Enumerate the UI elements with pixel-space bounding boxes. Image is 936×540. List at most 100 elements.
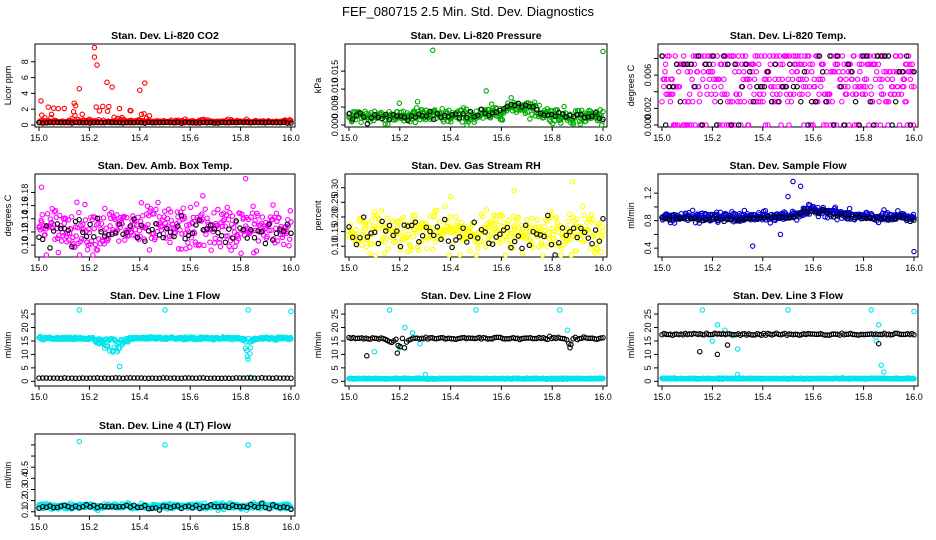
data-point [874, 53, 881, 59]
data-point [98, 229, 104, 235]
data-point [86, 230, 93, 236]
data-point [732, 61, 738, 68]
data-point [364, 236, 371, 242]
panel-4: Stan. Dev. Amb. Box Temp.degrees C15.0 15… [3, 160, 300, 273]
data-point [371, 348, 378, 355]
data-point [456, 234, 463, 240]
y-axis-label: ml/min [3, 332, 13, 359]
data-point [692, 83, 698, 90]
data-point [93, 104, 99, 110]
data-point [777, 231, 784, 238]
data-point [880, 91, 887, 97]
data-point [820, 61, 826, 68]
data-point [233, 218, 239, 224]
data-point [362, 226, 369, 232]
data-point [47, 375, 53, 381]
data-point [137, 218, 144, 225]
data-point [36, 375, 42, 381]
data-point [560, 242, 567, 248]
data-point [167, 229, 174, 236]
data-point [832, 204, 838, 210]
data-point [754, 83, 760, 90]
data-point [767, 61, 774, 68]
data-point [557, 307, 563, 313]
data-point [84, 246, 91, 253]
data-point [905, 53, 912, 59]
data-point [434, 111, 441, 117]
data-point [493, 234, 499, 240]
data-point [694, 69, 701, 75]
data-point [723, 53, 729, 59]
data-point [448, 119, 454, 125]
data-point [911, 308, 917, 315]
data-point [558, 252, 564, 258]
data-point [94, 215, 101, 222]
data-point [222, 223, 228, 229]
data-point [798, 98, 804, 105]
x-tick-label: 15.8 [543, 133, 561, 143]
data-point [797, 183, 804, 190]
data-point [801, 208, 808, 214]
data-point [200, 375, 207, 381]
y-axis-label: ml/min [626, 332, 636, 359]
data-point [687, 69, 694, 75]
data-point [224, 204, 230, 211]
data-point [863, 53, 870, 59]
data-point [724, 216, 731, 222]
y-tick-label: 5 [643, 365, 653, 370]
data-point [714, 351, 721, 358]
data-point [45, 104, 52, 110]
x-tick-label: 15.4 [754, 263, 772, 273]
data-point [43, 252, 50, 258]
data-point [794, 69, 801, 75]
data-point [787, 91, 794, 97]
data-point [888, 91, 894, 97]
data-point [856, 122, 862, 128]
data-point [589, 240, 595, 247]
data-point [226, 119, 232, 126]
data-point [96, 108, 103, 114]
data-point [156, 375, 163, 382]
data-point [142, 80, 148, 86]
data-point [171, 375, 177, 381]
data-point [153, 375, 159, 381]
data-point [581, 114, 588, 121]
data-point [401, 345, 408, 351]
y-tick-label: 0.4 [643, 242, 653, 255]
data-point [574, 112, 580, 118]
data-point [536, 102, 543, 109]
data-point [406, 231, 412, 237]
data-point [712, 91, 719, 97]
data-point [123, 375, 130, 381]
y-tick-label: 0.000 [643, 114, 653, 137]
data-point [511, 187, 517, 194]
data-point [599, 224, 606, 230]
data-point [207, 375, 214, 381]
x-tick-label: 15.8 [855, 133, 873, 143]
data-point [145, 375, 152, 382]
data-point [741, 98, 748, 105]
data-point [131, 216, 137, 222]
data-point [80, 375, 86, 381]
data-point [457, 226, 464, 233]
data-point [464, 114, 470, 121]
x-tick-label: 15.8 [232, 263, 250, 273]
data-point [451, 231, 458, 237]
data-point [889, 122, 895, 128]
data-point [207, 239, 213, 246]
data-point [120, 120, 126, 126]
data-point [270, 202, 276, 208]
data-point [58, 238, 65, 244]
y-tick-label: 8 [20, 59, 30, 64]
data-point [104, 108, 111, 115]
series-reference [36, 119, 294, 126]
data-point [229, 235, 236, 241]
data-point [69, 120, 75, 126]
data-point [598, 249, 604, 255]
data-point [124, 214, 130, 221]
data-point [167, 239, 173, 246]
data-point [716, 122, 723, 128]
data-point [564, 237, 571, 244]
data-point [703, 216, 709, 223]
